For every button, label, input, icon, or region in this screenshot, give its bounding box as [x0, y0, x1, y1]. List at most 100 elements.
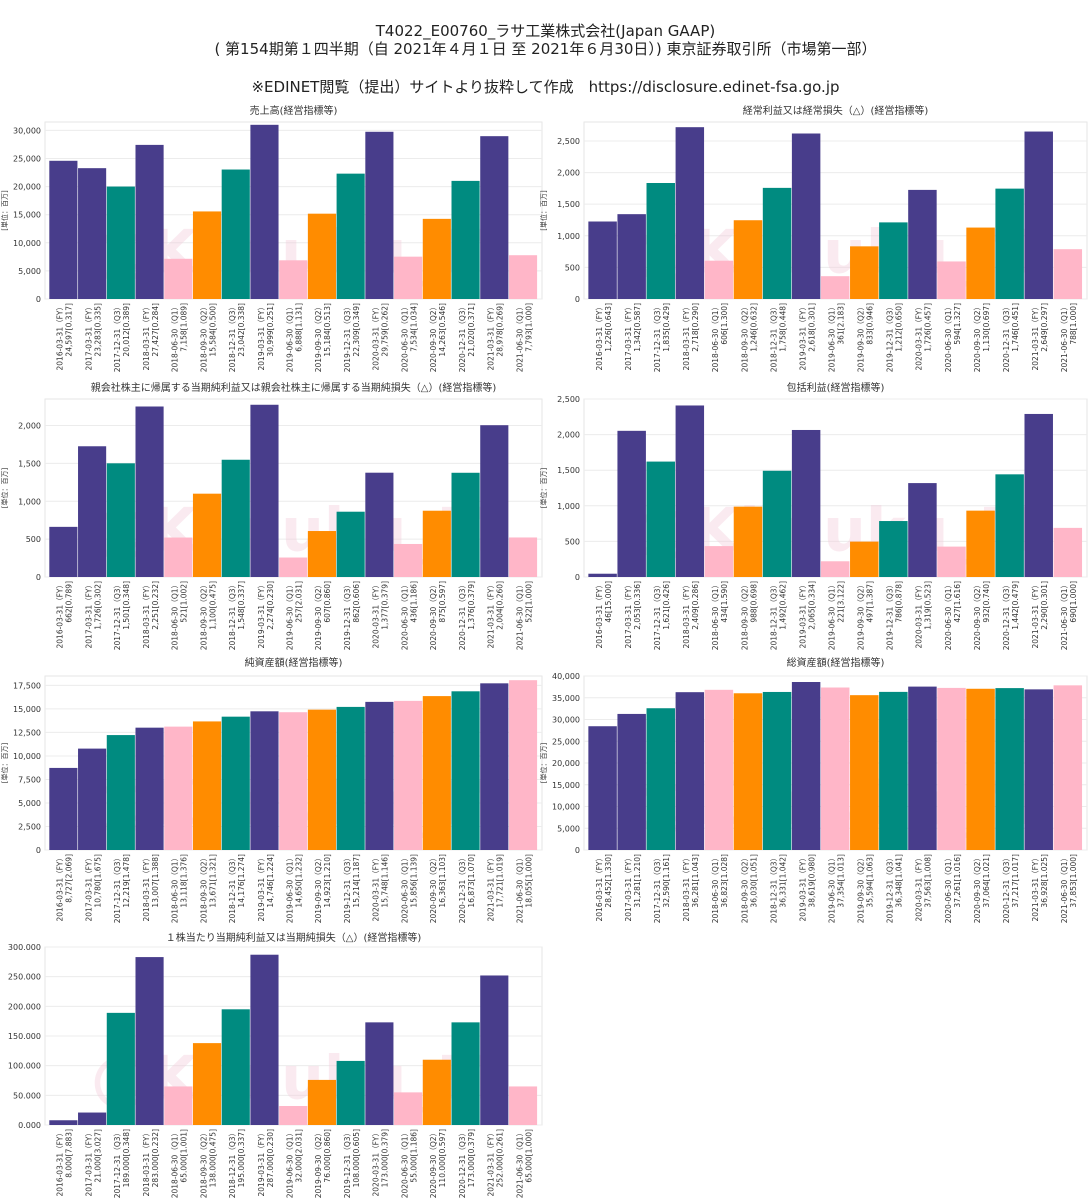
x-tick-label: 2021-06-30（Q1）	[515, 303, 524, 372]
data-label: 434[1.590]	[720, 581, 729, 623]
x-tick-label: 2020-09-30（Q2）	[429, 854, 438, 923]
bar	[820, 276, 850, 299]
bar	[850, 246, 879, 299]
data-label: 15,214[1.187]	[352, 854, 361, 908]
bar	[1053, 685, 1083, 850]
x-tick-label: 2019-12-31（Q3）	[886, 581, 895, 650]
bar	[588, 221, 617, 299]
data-label: 36,823[1.028]	[720, 854, 729, 908]
data-label: 2,004[0.260]	[496, 581, 505, 630]
x-tick-label: 2019-06-30（Q1）	[828, 581, 837, 650]
page-subtitle: ( 第154期第１四半期（自 2021年４月１日 至 2021年６月30日）) …	[214, 40, 877, 58]
y-tick-label: 15,000	[13, 705, 41, 714]
bar	[508, 680, 538, 850]
bar	[394, 256, 423, 299]
x-tick-label: 2020-06-30（Q1）	[944, 854, 953, 923]
data-label: 14,176[1.274]	[237, 854, 246, 908]
x-tick-label: 2016-03-31（FY）	[56, 581, 65, 648]
x-tick-label: 2018-09-30（Q2）	[740, 303, 749, 372]
chart-svg: 売上高(経営指標等) 0 5,000 10,000 15,000 20,000 25,000…	[0, 104, 543, 372]
data-label: 606[1.300]	[720, 303, 729, 345]
y-tick-label: 7,500	[18, 775, 41, 784]
data-label: 7,793[1.000]	[524, 303, 533, 352]
bar	[78, 748, 107, 850]
bar	[937, 687, 966, 850]
y-tick-label: 500	[565, 263, 580, 272]
x-tick-label: 2021-06-30（Q1）	[515, 854, 524, 923]
bar	[966, 227, 995, 299]
x-tick-label: 2020-06-30（Q1）	[400, 854, 409, 923]
bar	[336, 511, 365, 577]
bar	[164, 1086, 193, 1125]
bar	[135, 144, 164, 299]
chart-svg: 純資産額(経営指標等) 0 2,500 5,000 7,500 10,000 12,500 1…	[0, 656, 543, 923]
data-label: 2,053[0.336]	[633, 581, 642, 630]
y-tick-label: 15,000	[552, 781, 580, 790]
x-tick-label: 2018-12-31（Q3）	[228, 1129, 237, 1198]
x-tick-label: 2017-03-31（FY）	[624, 854, 633, 921]
data-label: 23,283[0.335]	[93, 303, 102, 357]
data-label: 2,409[0.286]	[691, 581, 700, 630]
chart-title: 包括利益(経営指標等)	[787, 381, 885, 394]
bar	[279, 557, 308, 577]
x-tick-label: 2016-03-31（FY）	[56, 1129, 65, 1196]
data-label: 36,331[1.042]	[778, 854, 787, 908]
y-tick-label: 1,500	[557, 200, 580, 209]
data-label: 36,348[1.041]	[895, 854, 904, 908]
data-label: 110.000[0.597]	[438, 1129, 447, 1187]
chart-svg: 経常利益又は経常損失（△）(経営指標等) 0 500 1,000 1,500 2,000 2…	[539, 104, 1088, 372]
x-tick-label: 2021-03-31（FY）	[1031, 303, 1040, 370]
bar	[1024, 413, 1053, 577]
data-label: 1,342[0.587]	[633, 303, 642, 352]
data-label: 14,923[1.210]	[323, 854, 332, 908]
bar	[908, 686, 937, 850]
y-tick-label: 2,500	[557, 137, 580, 146]
x-tick-label: 2021-06-30（Q1）	[1060, 303, 1069, 372]
bar	[422, 696, 451, 850]
x-tick-label: 2021-03-31（FY）	[487, 303, 496, 370]
data-label: 1,319[0.523]	[924, 581, 933, 630]
x-tick-label: 2017-12-31（Q3）	[653, 303, 662, 372]
y-tick-label: 150.000	[8, 1032, 41, 1041]
data-label: 35,594[1.063]	[866, 854, 875, 908]
data-label: 36,928[1.025]	[1040, 854, 1049, 908]
bar	[135, 406, 164, 577]
bar	[646, 461, 675, 577]
data-label: 21,020[0.371]	[467, 303, 476, 357]
bar	[451, 691, 480, 850]
x-tick-label: 2020-09-30（Q2）	[973, 303, 982, 372]
bar	[937, 261, 966, 299]
bar	[192, 1043, 222, 1125]
bar	[106, 735, 135, 850]
data-label: 173.000[0.379]	[467, 1129, 476, 1187]
bar	[480, 975, 509, 1125]
x-tick-label: 2018-06-30（Q1）	[171, 854, 180, 923]
bar	[675, 127, 705, 300]
y-tick-label: 1,000	[557, 232, 580, 241]
y-axis-label: [単位：百万]	[539, 743, 548, 784]
y-tick-label: 0	[575, 846, 580, 855]
y-tick-label: 0	[36, 573, 41, 582]
y-tick-label: 35,000	[552, 694, 580, 703]
x-tick-label: 2021-06-30（Q1）	[515, 581, 524, 650]
x-tick-label: 2018-12-31（Q3）	[228, 581, 237, 650]
x-tick-label: 2020-12-31（Q3）	[458, 581, 467, 650]
bar	[307, 709, 336, 850]
chart-comprehensive-income: 包括利益(経営指標等) 0 500 1,000 1,500 2,000 2,500 [単位：百…	[539, 377, 1091, 652]
y-tick-label: 30,000	[13, 126, 41, 135]
bar	[762, 691, 792, 850]
data-label: 2,274[0.230]	[266, 581, 275, 630]
x-tick-label: 2018-09-30（Q2）	[199, 1129, 208, 1198]
data-label: 521[1.002]	[180, 581, 189, 623]
y-tick-label: 5,000	[557, 824, 580, 833]
data-label: 1,746[0.451]	[1011, 303, 1020, 352]
data-label: 594[1.327]	[953, 303, 962, 345]
x-tick-label: 2018-12-31（Q3）	[769, 581, 778, 650]
bar	[646, 708, 675, 850]
bar	[307, 531, 336, 577]
data-label: 252.000[0.261]	[496, 1129, 505, 1187]
bar	[733, 693, 763, 850]
x-tick-label: 2020-09-30（Q2）	[973, 581, 982, 650]
y-tick-label: 15,000	[13, 211, 41, 220]
data-label: 15,748[1.146]	[381, 854, 390, 908]
